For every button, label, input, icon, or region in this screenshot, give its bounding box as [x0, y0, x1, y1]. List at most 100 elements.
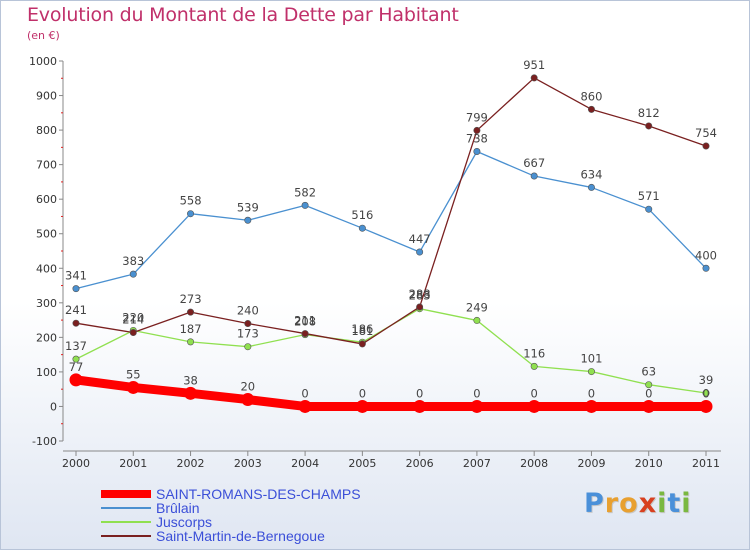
x-tick-label: 2004	[291, 457, 319, 470]
data-point	[126, 380, 140, 394]
logo-letter: P	[584, 488, 605, 519]
data-label: 0	[359, 386, 366, 400]
data-point	[129, 270, 137, 278]
data-point	[587, 183, 595, 191]
data-point	[473, 148, 481, 156]
y-tick-label: 300	[36, 297, 57, 310]
data-label: 173	[237, 327, 259, 341]
data-label: 214	[122, 313, 144, 327]
legend-item: SAINT-ROMANS-DES-CHAMPS	[101, 486, 401, 502]
data-point	[530, 74, 538, 82]
data-label: 0	[645, 386, 652, 400]
logo-letter: i	[657, 488, 668, 519]
series-line	[75, 77, 707, 345]
data-label: 341	[65, 269, 87, 283]
data-label: 208	[294, 315, 316, 329]
data-label: 558	[180, 194, 202, 208]
x-tick-label: 2011	[692, 457, 720, 470]
x-tick-label: 2010	[635, 457, 663, 470]
legend-swatch	[101, 490, 151, 498]
data-point	[72, 319, 80, 327]
data-point	[301, 330, 309, 338]
x-tick-label: 2009	[577, 457, 605, 470]
x-tick-label: 2008	[520, 457, 548, 470]
data-label: 539	[237, 200, 259, 214]
data-point	[642, 399, 656, 413]
data-point	[241, 393, 255, 407]
data-point	[184, 386, 198, 400]
data-point	[244, 216, 252, 224]
data-label: 754	[695, 126, 717, 140]
data-label: 220	[122, 310, 144, 324]
data-label: 400	[695, 248, 717, 262]
y-tick-label: 1000	[29, 55, 57, 68]
legend-item: Saint-Martin-de-Bernegoue	[101, 528, 401, 544]
data-label: 55	[126, 367, 141, 381]
data-point	[473, 316, 481, 324]
data-point	[187, 210, 195, 218]
data-point	[699, 399, 713, 413]
data-label: 799	[466, 110, 488, 124]
x-tick-label: 2003	[234, 457, 262, 470]
data-label: 211	[294, 314, 316, 328]
data-point	[72, 285, 80, 293]
data-label: 186	[351, 322, 373, 336]
y-tick-label: 600	[36, 193, 57, 206]
data-label: 77	[69, 360, 84, 374]
legend-swatch	[101, 535, 151, 537]
series-line	[71, 375, 711, 411]
y-tick-label: 900	[36, 90, 57, 103]
data-label: 181	[351, 324, 373, 338]
data-point	[358, 224, 366, 232]
series-line	[75, 308, 707, 394]
data-label: 137	[65, 339, 87, 353]
data-label: 63	[641, 365, 656, 379]
data-point	[416, 248, 424, 256]
x-tick-label: 2001	[119, 457, 147, 470]
data-point	[473, 126, 481, 134]
y-tick-label: 700	[36, 159, 57, 172]
logo-letter: x	[638, 488, 658, 519]
data-point	[702, 264, 710, 272]
data-label: 951	[523, 58, 545, 72]
data-label: 187	[180, 322, 202, 336]
data-label: 240	[237, 304, 259, 318]
x-tick-label: 2002	[177, 457, 205, 470]
data-point	[301, 201, 309, 209]
data-point	[69, 373, 83, 387]
data-point	[470, 399, 484, 413]
data-point	[244, 343, 252, 351]
x-tick-label: 2006	[406, 457, 434, 470]
data-point	[530, 362, 538, 370]
y-tick-label: 0	[50, 400, 57, 413]
data-point	[645, 122, 653, 130]
logo-letter: t	[667, 488, 682, 519]
data-point	[587, 105, 595, 113]
data-label: 516	[351, 208, 373, 222]
y-tick-label: 500	[36, 228, 57, 241]
data-label: 249	[466, 300, 488, 314]
data-label: 241	[65, 303, 87, 317]
data-label: 383	[122, 254, 144, 268]
data-label: 20	[240, 380, 255, 394]
data-point	[527, 399, 541, 413]
data-point	[645, 205, 653, 213]
x-tick-label: 2000	[62, 457, 90, 470]
y-tick-label: 100	[36, 366, 57, 379]
data-label: 0	[531, 386, 538, 400]
data-label: 0	[473, 386, 480, 400]
data-label: 738	[466, 132, 488, 146]
data-point	[413, 399, 427, 413]
y-tick-label: 200	[36, 331, 57, 344]
data-label: 634	[580, 167, 602, 181]
data-point	[645, 381, 653, 389]
data-label: 860	[580, 89, 602, 103]
data-label: 0	[416, 386, 423, 400]
data-label: 101	[580, 352, 602, 366]
data-label: 812	[638, 106, 660, 120]
logo-letter: r	[604, 488, 620, 519]
data-label: 0	[588, 386, 595, 400]
chart-title: Evolution du Montant de la Dette par Hab…	[27, 4, 459, 26]
logo-letter: i	[681, 488, 692, 519]
